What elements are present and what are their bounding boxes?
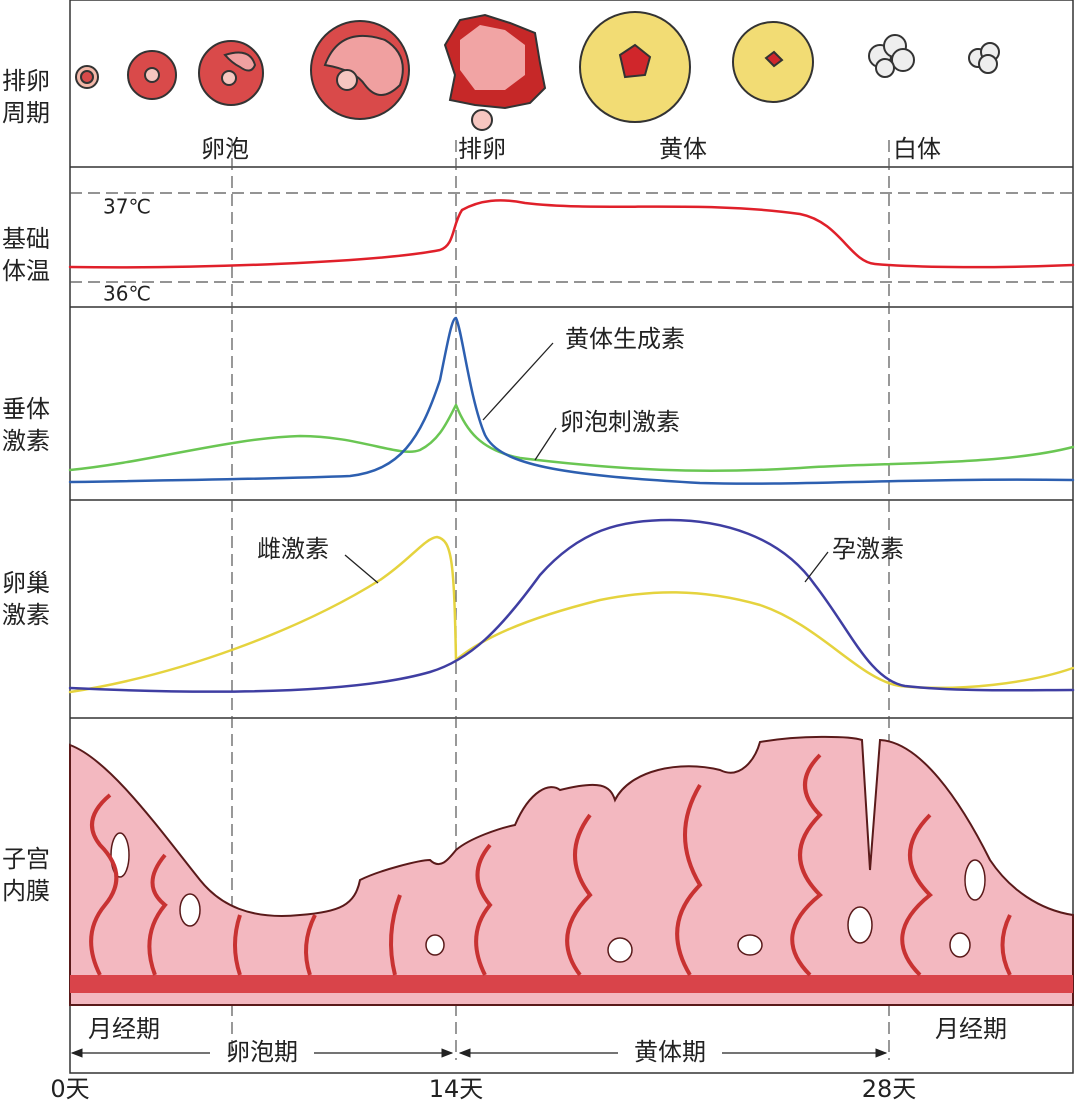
- ovary-icons: [75, 11, 1000, 131]
- row-label: 激素: [2, 427, 50, 455]
- stage-label: 黄体: [659, 135, 707, 163]
- ovarian-stage-labels: 卵泡 排卵 黄体 白体: [201, 135, 941, 163]
- row-labels: 排卵 周期 基础 体温 垂体 激素 卵巢 激素 子宫 内膜: [2, 67, 50, 905]
- lh-curve: [68, 316, 1075, 485]
- phase-label: 黄体期: [634, 1038, 706, 1066]
- temp-label: 37℃: [103, 195, 151, 219]
- day-label: 28天: [862, 1075, 917, 1103]
- temp-label: 36℃: [103, 282, 151, 306]
- row-label: 周期: [2, 99, 50, 127]
- stage-label: 排卵: [458, 135, 506, 163]
- row-label: 卵巢: [2, 569, 50, 597]
- stage-label: 白体: [893, 135, 941, 163]
- phase-label: 卵泡期: [226, 1038, 298, 1066]
- phase-label: 月经期: [88, 1015, 160, 1043]
- fsh-curve: [68, 403, 1075, 472]
- leader-line: [534, 427, 557, 461]
- row-label: 基础: [2, 225, 50, 253]
- phase-label: 月经期: [935, 1015, 1007, 1043]
- hormone-label: 卵泡刺激素: [560, 408, 680, 436]
- phase-labels: 月经期 卵泡期 黄体期 月经期: [70, 1015, 1007, 1066]
- row-label: 排卵: [2, 67, 50, 95]
- hormone-label: 黄体生成素: [565, 325, 685, 353]
- hormone-label: 雌激素: [257, 535, 329, 563]
- day-label: 0天: [50, 1075, 89, 1103]
- stage-label: 卵泡: [201, 135, 249, 163]
- row-label: 激素: [2, 601, 50, 629]
- row-label: 体温: [2, 257, 50, 285]
- hormone-label: 孕激素: [832, 535, 904, 563]
- row-label: 子宫: [2, 845, 50, 873]
- leader-line: [804, 551, 829, 583]
- estrogen-curve: [68, 535, 1075, 694]
- temperature-curve: [68, 199, 1075, 269]
- row-label: 垂体: [2, 395, 50, 423]
- leader-line: [344, 554, 379, 584]
- endometrium: [69, 735, 1074, 1006]
- day-labels: 0天 14天 28天: [50, 1075, 916, 1103]
- progesterone-curve: [68, 518, 1075, 693]
- leader-line: [482, 342, 554, 421]
- row-label: 内膜: [2, 877, 50, 905]
- panels: [69, 0, 1074, 1074]
- day-label: 14天: [429, 1075, 484, 1103]
